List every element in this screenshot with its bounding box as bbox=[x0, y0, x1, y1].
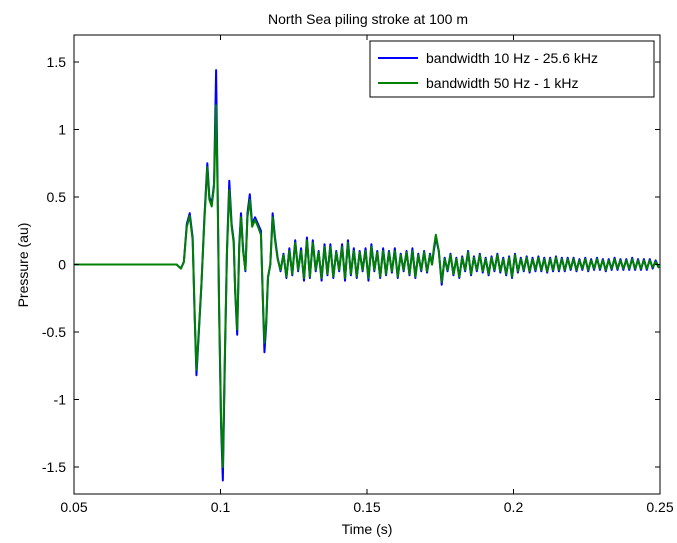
y-axis-title: Pressure (au) bbox=[15, 223, 31, 308]
series-line-1 bbox=[74, 69, 661, 482]
legend-label-series-1: bandwidth 10 Hz - 25.6 kHz bbox=[426, 50, 598, 66]
axis-ticks: 0.05 0.1 0.15 0.2 0.25 1.5 1 0.5 0 -0.5 -1 -1.5 bbox=[42, 35, 674, 515]
y-tick-label: 0.5 bbox=[47, 189, 67, 205]
x-tick-label: 0.25 bbox=[646, 499, 673, 515]
series-lines bbox=[74, 69, 661, 482]
x-tick-label: 0.1 bbox=[211, 499, 231, 515]
y-tick-label: 0 bbox=[58, 257, 66, 273]
y-tick-label: -1.5 bbox=[42, 459, 66, 475]
legend-label-series-2: bandwidth 50 Hz - 1 kHz bbox=[426, 75, 579, 91]
series-line-2 bbox=[74, 104, 661, 468]
legend-box bbox=[369, 40, 655, 98]
y-tick-label: -0.5 bbox=[42, 324, 66, 340]
legend: bandwidth 10 Hz - 25.6 kHz bandwidth 50 … bbox=[369, 40, 655, 98]
chart-title: North Sea piling stroke at 100 m bbox=[268, 11, 468, 27]
x-tick-label: 0.2 bbox=[504, 499, 524, 515]
x-tick-label: 0.15 bbox=[353, 499, 380, 515]
y-tick-label: -1 bbox=[54, 392, 67, 408]
y-tick-label: 1.5 bbox=[47, 54, 67, 70]
x-axis-title: Time (s) bbox=[342, 521, 393, 537]
y-tick-label: 1 bbox=[58, 122, 66, 138]
x-tick-label: 0.05 bbox=[60, 499, 87, 515]
